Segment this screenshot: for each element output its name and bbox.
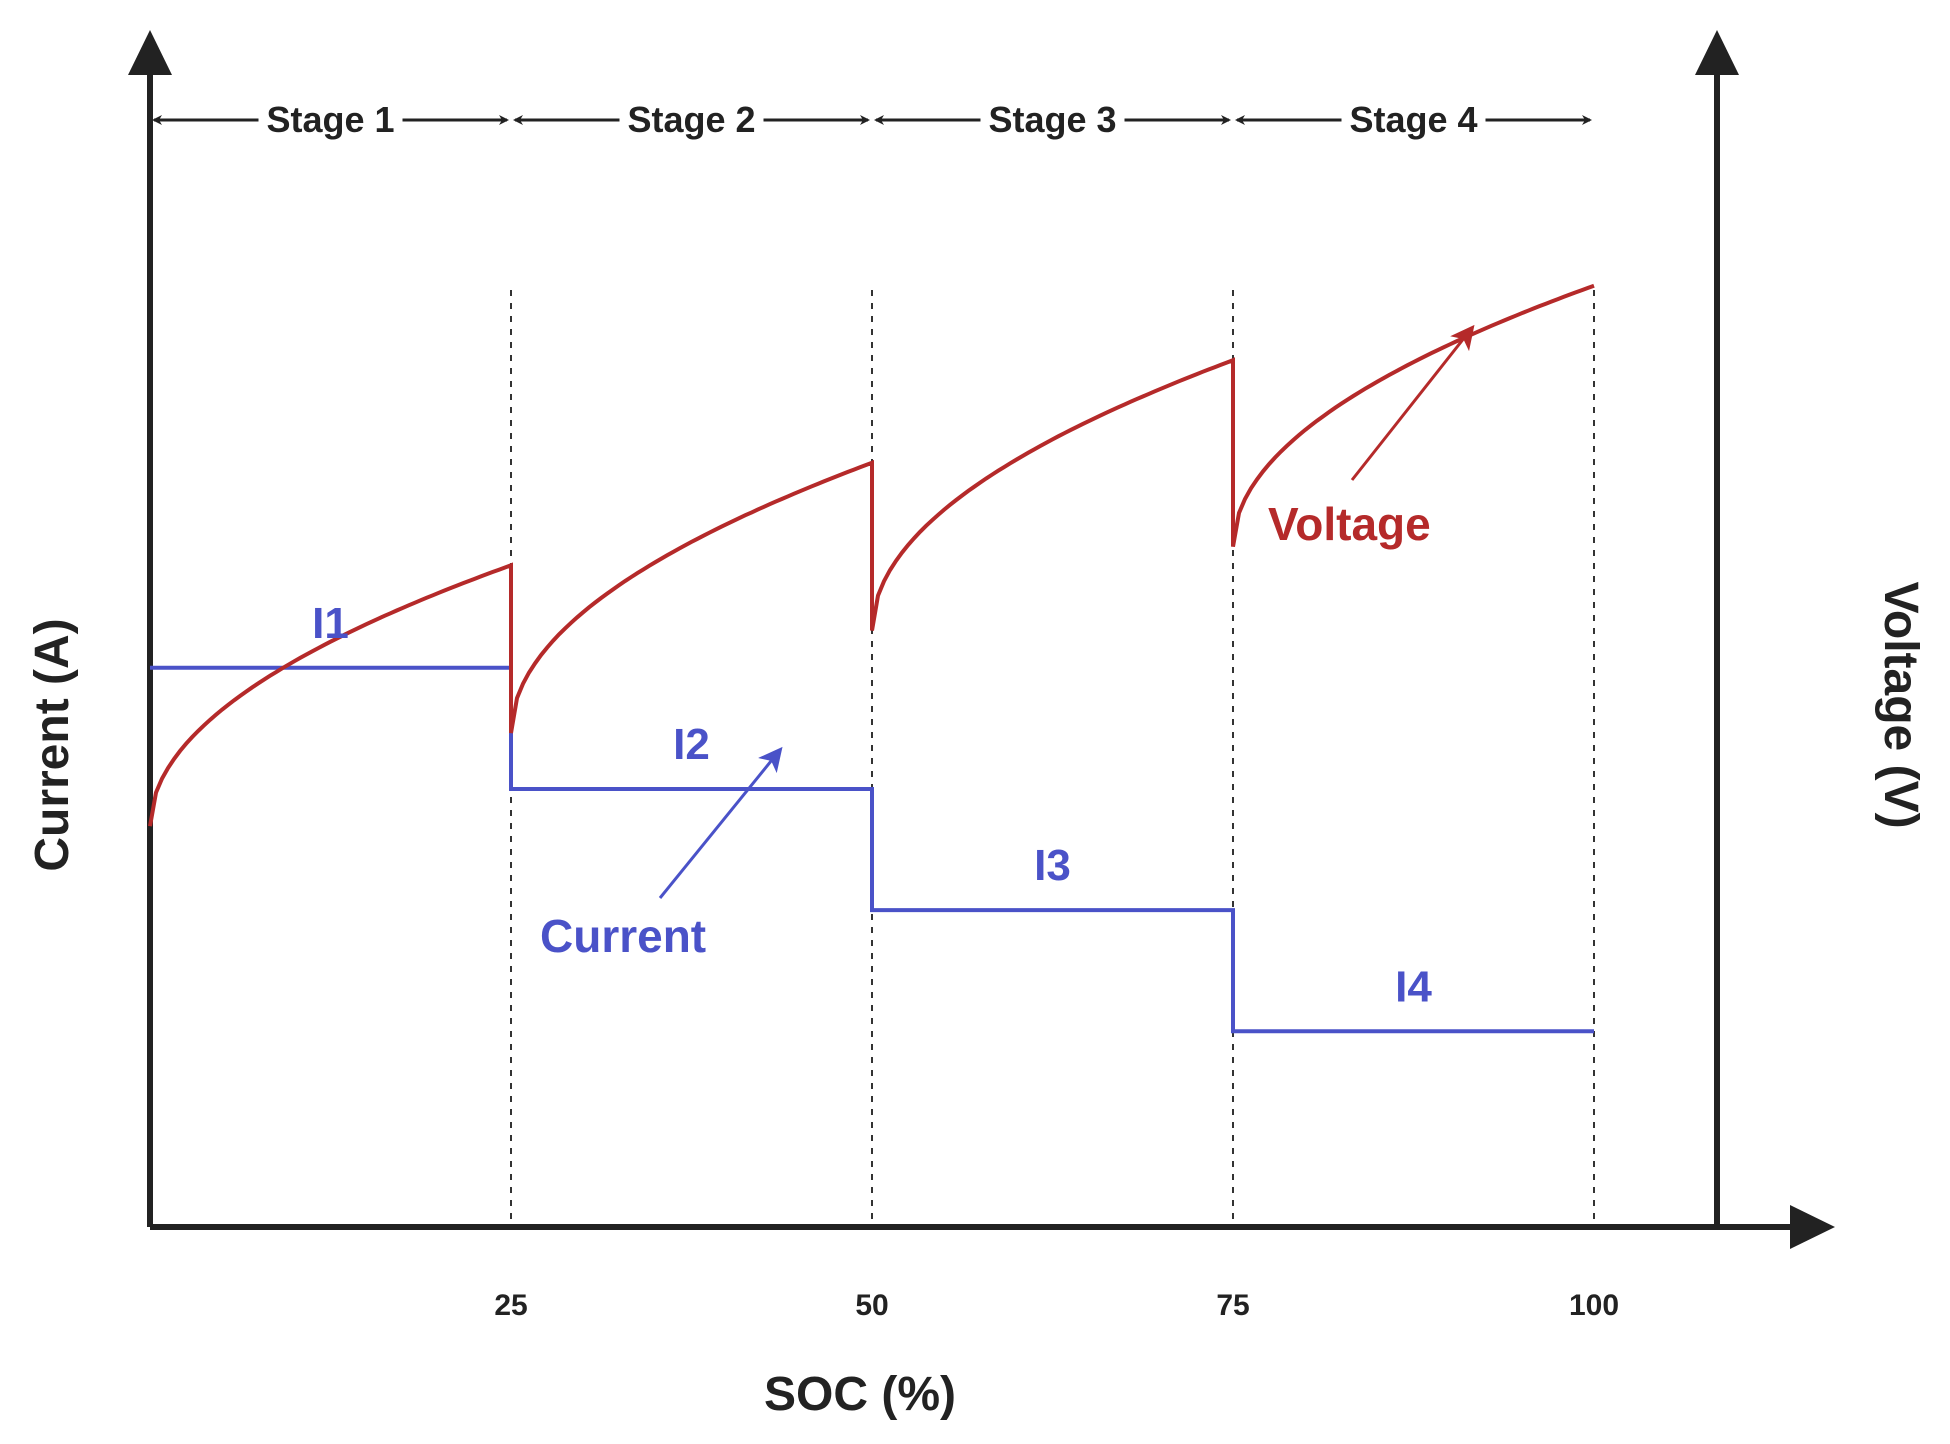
current-callout: Current bbox=[540, 746, 783, 962]
stage-label: Stage 1 bbox=[266, 99, 394, 140]
current-segment-label: I1 bbox=[312, 599, 349, 648]
x-tick-labels: 25 50 75 100 bbox=[494, 1289, 1619, 1322]
current-callout-arrow bbox=[658, 746, 783, 899]
stage-headers: Stage 1 Stage 2 Stage 3 Stage 4 bbox=[152, 99, 1592, 140]
x-tick-label: 50 bbox=[855, 1289, 888, 1322]
voltage-callout: Voltage bbox=[1268, 324, 1475, 550]
right-y-axis-title: Voltage (V) bbox=[1874, 581, 1927, 828]
current-callout-label: Current bbox=[540, 910, 706, 962]
voltage-callout-label: Voltage bbox=[1268, 498, 1431, 550]
x-axis-arrow-icon bbox=[1790, 1205, 1835, 1249]
current-segment-labels: I1 I2 I3 I4 bbox=[312, 599, 1432, 1011]
stage-label: Stage 2 bbox=[627, 99, 755, 140]
current-segment-label: I2 bbox=[673, 720, 710, 769]
right-y-axis-arrow-icon bbox=[1695, 30, 1739, 75]
stage-label: Stage 3 bbox=[988, 99, 1116, 140]
left-y-axis-arrow-icon bbox=[128, 30, 172, 75]
x-tick-label: 75 bbox=[1216, 1289, 1249, 1322]
voltage-series bbox=[148, 283, 1595, 827]
axes bbox=[128, 30, 1835, 1249]
x-tick-label: 25 bbox=[494, 1289, 527, 1322]
left-y-axis-title: Current (A) bbox=[26, 618, 79, 871]
voltage-callout-arrow bbox=[1350, 324, 1475, 481]
current-segment-label: I3 bbox=[1034, 841, 1071, 890]
x-tick-label: 100 bbox=[1569, 1289, 1619, 1322]
voltage-curve-line bbox=[148, 283, 1595, 827]
stage-label: Stage 4 bbox=[1349, 99, 1477, 140]
current-segment-label: I4 bbox=[1395, 962, 1432, 1011]
x-axis-title: SOC (%) bbox=[764, 1368, 956, 1421]
